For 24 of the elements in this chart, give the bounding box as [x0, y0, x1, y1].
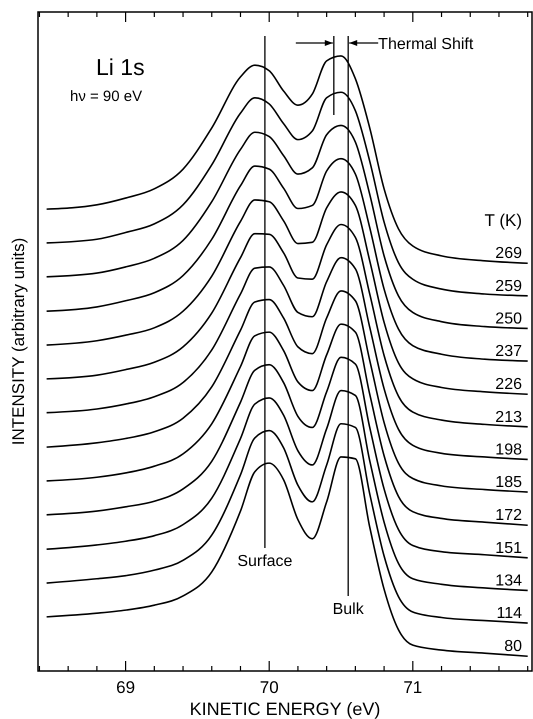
series-label: 172	[495, 507, 522, 524]
series-label: 226	[495, 376, 522, 394]
series-label: 269	[495, 245, 522, 262]
x-tick-label: 70	[260, 678, 279, 697]
series-label: 134	[495, 572, 522, 590]
series-label: 259	[495, 278, 522, 295]
series-label: 250	[495, 310, 522, 328]
ref-line-label: Surface	[237, 553, 293, 570]
series-label: 185	[495, 474, 522, 492]
series-label: 80	[504, 638, 522, 656]
text: Thermal Shift	[378, 36, 474, 53]
series-label: 213	[495, 408, 522, 426]
series-label: 114	[496, 605, 522, 622]
series-label: 151	[495, 540, 522, 557]
x-tick-label: 69	[116, 678, 136, 697]
text: hν = 90 eV	[70, 88, 142, 105]
chart-title: Li 1s	[96, 54, 145, 80]
series-label: 198	[495, 441, 522, 458]
x-tick-label: 71	[403, 678, 422, 697]
ref-line-label: Bulk	[332, 601, 365, 618]
series-label: 237	[495, 343, 522, 360]
legend-title: T (K)	[484, 211, 522, 230]
x-axis-title: KINETIC ENERGY (eV)	[190, 699, 380, 719]
y-axis-title: INTENSITY (arbitrary units)	[9, 238, 28, 446]
